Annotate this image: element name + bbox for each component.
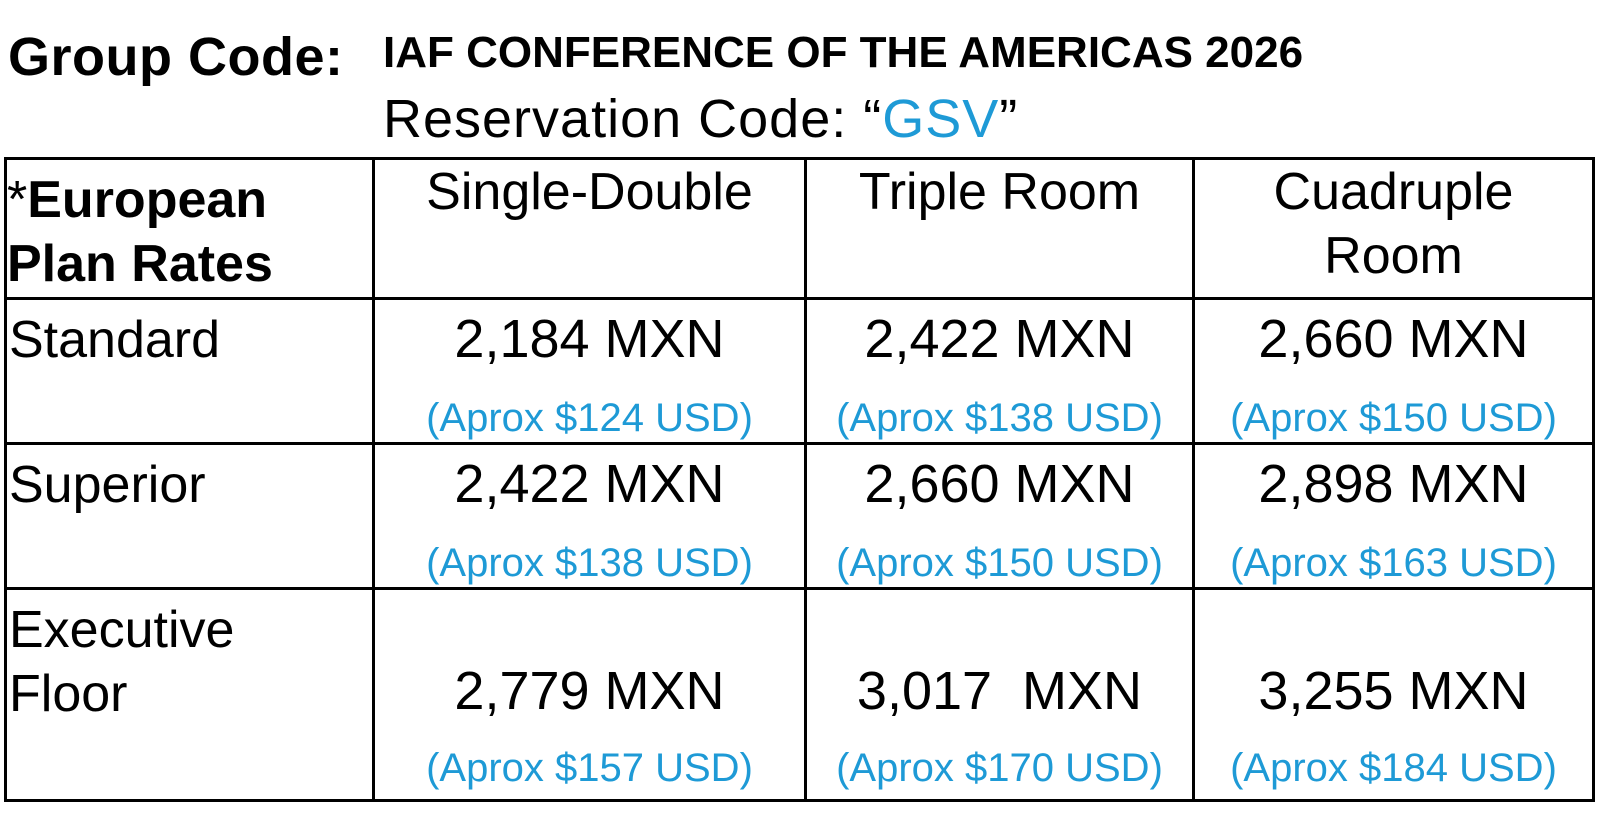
reservation-code-value: GSV bbox=[882, 89, 1000, 149]
rate-cell: 2,184 MXN (Aprox $124 USD) bbox=[372, 297, 807, 445]
plan-rates-line2: Plan Rates bbox=[7, 235, 273, 293]
rate-mxn: 2,422 MXN bbox=[454, 454, 725, 514]
column-header-cuadruple-room: Cuadruple Room bbox=[1192, 157, 1595, 300]
rate-mxn: 2,422 MXN bbox=[864, 309, 1135, 369]
rates-table: *European Plan Rates Single-Double Tripl… bbox=[4, 157, 1595, 802]
table-row-executive-floor: Executive Floor 2,779 MXN (Aprox $157 USD… bbox=[4, 587, 1595, 802]
column-header-triple-room: Triple Room bbox=[804, 157, 1195, 300]
rate-cell: 2,660 MXN (Aprox $150 USD) bbox=[804, 442, 1195, 590]
rate-usd: (Aprox $138 USD) bbox=[426, 541, 753, 585]
reservation-code-prefix: Reservation Code: “ bbox=[383, 89, 883, 149]
header: Group Code: IAF CONFERENCE OF THE AMERIC… bbox=[0, 0, 1600, 160]
rate-usd: (Aprox $150 USD) bbox=[1230, 396, 1557, 440]
rate-usd: (Aprox $170 USD) bbox=[836, 746, 1163, 790]
rate-cell: 2,660 MXN (Aprox $150 USD) bbox=[1192, 297, 1595, 445]
rate-usd: (Aprox $184 USD) bbox=[1230, 746, 1557, 790]
table-header-row: *European Plan Rates Single-Double Tripl… bbox=[4, 157, 1595, 300]
table-row-standard: Standard 2,184 MXN (Aprox $124 USD) 2,422… bbox=[4, 297, 1595, 445]
row-label-standard: Standard bbox=[4, 297, 375, 445]
rate-cell: 2,422 MXN (Aprox $138 USD) bbox=[804, 297, 1195, 445]
rate-usd: (Aprox $124 USD) bbox=[426, 396, 753, 440]
rate-cell: 2,898 MXN (Aprox $163 USD) bbox=[1192, 442, 1595, 590]
plan-rates-line1: European bbox=[27, 171, 268, 229]
row-label-executive-floor: Executive Floor bbox=[4, 587, 375, 802]
conference-title: IAF CONFERENCE OF THE AMERICAS 2026 bbox=[383, 28, 1304, 77]
rate-usd: (Aprox $157 USD) bbox=[426, 746, 753, 790]
rate-mxn: 3,255 MXN bbox=[1258, 661, 1529, 721]
group-code-label: Group Code: bbox=[8, 27, 344, 87]
table-row-superior: Superior 2,422 MXN (Aprox $138 USD) 2,660… bbox=[4, 442, 1595, 590]
rate-usd: (Aprox $163 USD) bbox=[1230, 541, 1557, 585]
column-header-single-double: Single-Double bbox=[372, 157, 807, 300]
asterisk-mark: * bbox=[7, 171, 28, 229]
plan-rates-header: *European Plan Rates bbox=[4, 157, 375, 300]
row-label-superior: Superior bbox=[4, 442, 375, 590]
rate-mxn: 3,017 MXN bbox=[856, 661, 1143, 721]
reservation-code-suffix: ” bbox=[999, 89, 1019, 149]
rate-usd: (Aprox $138 USD) bbox=[836, 396, 1163, 440]
rate-mxn: 2,184 MXN bbox=[454, 309, 725, 369]
rate-mxn: 2,660 MXN bbox=[1258, 309, 1529, 369]
rate-mxn: 2,898 MXN bbox=[1258, 454, 1529, 514]
rate-mxn: 2,779 MXN bbox=[454, 661, 725, 721]
rate-cell: 2,779 MXN (Aprox $157 USD) bbox=[372, 587, 807, 802]
reservation-code-line: Reservation Code: “GSV” bbox=[383, 88, 1018, 150]
rate-cell: 2,422 MXN (Aprox $138 USD) bbox=[372, 442, 807, 590]
rate-cell: 3,255 MXN (Aprox $184 USD) bbox=[1192, 587, 1595, 802]
rate-cell: 3,017 MXN (Aprox $170 USD) bbox=[804, 587, 1195, 802]
rate-mxn: 2,660 MXN bbox=[864, 454, 1135, 514]
rate-usd: (Aprox $150 USD) bbox=[836, 541, 1163, 585]
